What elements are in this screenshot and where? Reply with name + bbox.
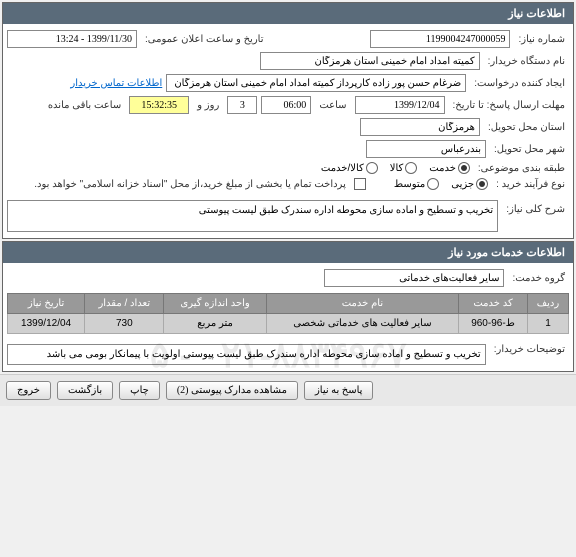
public-date-field (7, 30, 137, 48)
need-number-field (370, 30, 510, 48)
buyer-desc-box: تخریب و تسطیح و اماده سازی محوطه اداره س… (7, 344, 486, 365)
td-code: ط-96-960 (459, 314, 528, 334)
radio-small[interactable]: جزیی (451, 178, 488, 190)
td-name: سایر فعالیت های خدماتی شخصی (266, 314, 458, 334)
radio-goods-label: کالا (390, 163, 404, 174)
category-radio-group: خدمت کالا کالا/خدمت (321, 162, 470, 174)
footer-bar: پاسخ به نیاز مشاهده مدارک پیوستی (2) چاپ… (0, 374, 576, 406)
th-unit: واحد اندازه گیری (164, 294, 266, 314)
attachments-button[interactable]: مشاهده مدارک پیوستی (2) (166, 381, 298, 400)
respond-button[interactable]: پاسخ به نیاز (304, 381, 374, 400)
city-field (366, 140, 486, 158)
refresh-button[interactable]: بازگشت (57, 381, 113, 400)
table-row[interactable]: 1 ط-96-960 سایر فعالیت های خدماتی شخصی م… (8, 314, 569, 334)
radio-medium[interactable]: متوسط (394, 178, 439, 190)
radio-both-input[interactable] (366, 162, 378, 174)
th-qty: تعداد / مقدار (85, 294, 164, 314)
days-field (227, 96, 257, 114)
remaining-label: ساعت باقی مانده (44, 100, 125, 111)
td-row: 1 (527, 314, 568, 334)
table-header-row: ردیف کد خدمت نام خدمت واحد اندازه گیری ت… (8, 294, 569, 314)
deadline-time-field (261, 96, 311, 114)
radio-medium-input[interactable] (427, 178, 439, 190)
radio-both-label: کالا/خدمت (321, 163, 364, 174)
service-group-field (324, 269, 504, 287)
service-group-label: گروه خدمت: (508, 273, 569, 284)
public-date-label: تاریخ و ساعت اعلان عمومی: (141, 34, 268, 45)
radio-small-label: جزیی (451, 179, 474, 190)
purchase-radio-group: جزیی متوسط (394, 178, 488, 190)
exit-button[interactable]: خروج (6, 381, 51, 400)
deadline-date-field (355, 96, 445, 114)
desc-label: شرح کلی نیاز: (502, 200, 569, 215)
radio-both[interactable]: کالا/خدمت (321, 162, 378, 174)
panel1-header: اطلاعات نیاز (3, 3, 573, 24)
province-field (360, 118, 480, 136)
city-label: شهر محل تحویل: (490, 144, 569, 155)
payment-note: پرداخت تمام یا بخشی از مبلغ خرید،از محل … (30, 179, 350, 190)
countdown-field (129, 96, 189, 114)
radio-goods[interactable]: کالا (390, 162, 418, 174)
creator-field (166, 74, 466, 92)
contact-link[interactable]: اطلاعات تماس خریدار (70, 78, 162, 89)
days-label: روز و (193, 100, 223, 111)
radio-service-input[interactable] (458, 162, 470, 174)
td-unit: متر مربع (164, 314, 266, 334)
deadline-label: مهلت ارسال پاسخ: تا تاریخ: (449, 100, 569, 111)
panel2-header: اطلاعات خدمات مورد نیاز (3, 242, 573, 263)
td-qty: 730 (85, 314, 164, 334)
services-table: ردیف کد خدمت نام خدمت واحد اندازه گیری ت… (7, 293, 569, 334)
radio-goods-input[interactable] (405, 162, 417, 174)
creator-label: ایجاد کننده درخواست: (470, 78, 569, 89)
time-label: ساعت (315, 100, 350, 111)
th-name: نام خدمت (266, 294, 458, 314)
radio-service[interactable]: خدمت (429, 162, 470, 174)
th-row: ردیف (527, 294, 568, 314)
province-label: استان محل تحویل: (484, 122, 569, 133)
payment-checkbox[interactable] (354, 178, 366, 190)
org-label: نام دستگاه خریدار: (484, 56, 569, 67)
radio-service-label: خدمت (429, 163, 456, 174)
radio-medium-label: متوسط (394, 179, 425, 190)
purchase-type-label: نوع فرآیند خرید : (492, 179, 569, 190)
th-code: کد خدمت (459, 294, 528, 314)
need-number-label: شماره نیاز: (514, 34, 569, 45)
desc-textarea (7, 200, 498, 232)
buyer-desc-label: توضیحات خریدار: (490, 340, 569, 355)
need-info-panel: اطلاعات نیاز شماره نیاز: تاریخ و ساعت اع… (2, 2, 574, 239)
th-date: تاریخ نیاز (8, 294, 85, 314)
td-date: 1399/12/04 (8, 314, 85, 334)
radio-small-input[interactable] (476, 178, 488, 190)
org-field (260, 52, 480, 70)
print-button[interactable]: چاپ (119, 381, 160, 400)
category-label: طبقه بندی موضوعی: (474, 163, 569, 174)
service-info-panel: اطلاعات خدمات مورد نیاز گروه خدمت: ردیف … (2, 241, 574, 372)
